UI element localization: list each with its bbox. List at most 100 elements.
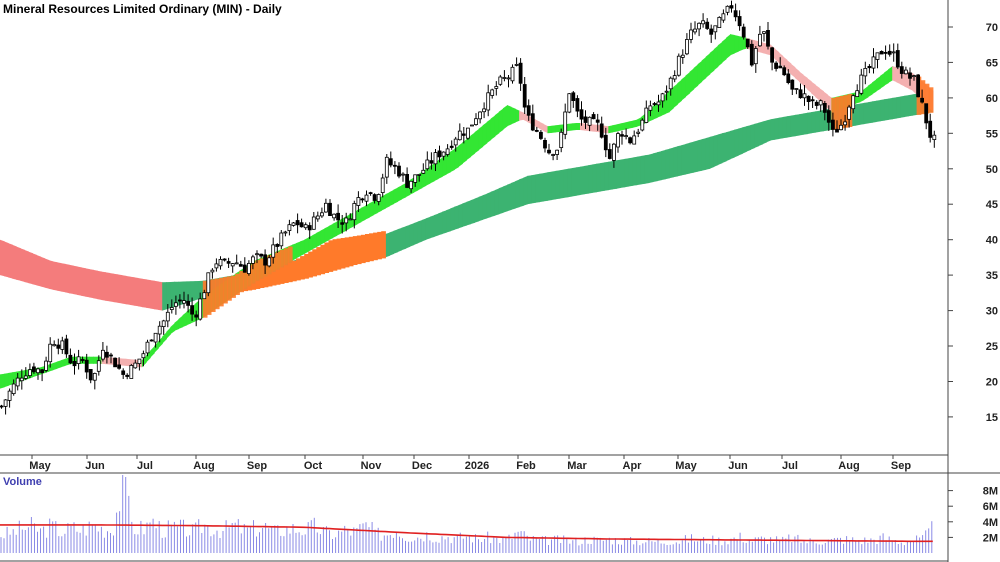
crossover-zone xyxy=(843,95,849,128)
candle-up xyxy=(725,5,730,13)
long-ma-ribbon-segment xyxy=(592,163,597,193)
short-ma-ribbon-segment xyxy=(56,360,62,369)
long-ma-ribbon-segment xyxy=(498,186,504,215)
candle-up xyxy=(490,89,495,96)
short-ma-ribbon-segment xyxy=(490,115,496,140)
candle-down xyxy=(579,109,584,120)
long-ma-ribbon-segment xyxy=(794,114,800,137)
candle-down xyxy=(547,149,551,154)
short-ma-ribbon-segment xyxy=(154,341,159,354)
crossover-zone xyxy=(259,278,265,288)
candle-up xyxy=(843,121,847,126)
candle-up xyxy=(668,77,673,90)
candle-down xyxy=(222,258,227,261)
short-ma-ribbon-segment xyxy=(502,105,508,130)
long-ma-ribbon-segment xyxy=(393,229,399,254)
volume-average-path xyxy=(0,524,933,543)
short-ma-ribbon-segment xyxy=(863,85,869,100)
long-ma-ribbon-segment xyxy=(32,253,38,286)
long-ma-ribbon-segment xyxy=(121,275,127,305)
crossover-zone xyxy=(227,276,232,301)
short-ma-ribbon-segment xyxy=(450,148,455,173)
candle-up xyxy=(250,256,255,264)
candle-down xyxy=(125,374,130,377)
candle-up xyxy=(453,138,458,146)
candle-up xyxy=(234,262,239,265)
candle-down xyxy=(733,10,738,18)
volume-bars xyxy=(0,475,933,553)
candle-down xyxy=(522,84,527,108)
short-ma-ribbon-segment xyxy=(543,124,549,134)
long-ma-ribbon-segment xyxy=(0,239,5,277)
short-ma-ribbon-segment xyxy=(624,121,630,130)
candle-up xyxy=(11,383,16,395)
candle-up xyxy=(474,118,478,125)
crossover-zone xyxy=(231,275,236,298)
short-ma-ribbon-segment xyxy=(393,187,399,204)
short-ma-ribbon-segment xyxy=(462,139,467,164)
long-ma-ribbon-segment xyxy=(888,97,893,120)
long-ma-ribbon-segment xyxy=(689,141,695,174)
candle-down xyxy=(275,243,280,247)
short-ma-ribbon-segment xyxy=(304,237,309,254)
price-tick-label: 20 xyxy=(986,377,998,389)
candle-down xyxy=(534,129,539,132)
crossover-zone xyxy=(251,283,257,290)
long-ma-ribbon-segment xyxy=(803,112,808,135)
short-ma-ribbon-segment xyxy=(125,358,131,367)
short-ma-ribbon-segment xyxy=(324,226,330,243)
short-ma-ribbon-segment xyxy=(632,119,638,128)
short-ma-ribbon-segment xyxy=(356,207,362,225)
crossover-zone xyxy=(360,234,366,264)
crossover-zone xyxy=(839,96,845,129)
short-ma-ribbon-segment xyxy=(425,166,431,186)
long-ma-ribbon-segment xyxy=(640,155,646,185)
long-ma-ribbon-segment xyxy=(653,152,658,182)
candle-up xyxy=(506,77,511,80)
crossover-zone xyxy=(287,263,293,283)
candle-up xyxy=(672,75,677,80)
crossover-zone xyxy=(214,278,220,310)
long-ma-ribbon-segment xyxy=(628,157,634,187)
candle-down xyxy=(786,73,791,84)
short-ma-ribbon-segment xyxy=(580,123,585,131)
short-ma-ribbon-segment xyxy=(571,123,577,131)
short-ma-ribbon-segment xyxy=(389,189,394,207)
candle-down xyxy=(392,164,397,167)
crossover-zone xyxy=(243,268,248,292)
candle-up xyxy=(851,95,856,110)
crossover-zone xyxy=(328,240,334,272)
crossover-zone xyxy=(300,256,305,280)
long-ma-ribbon-segment xyxy=(474,196,480,223)
long-ma-ribbon-segment xyxy=(535,173,540,203)
short-ma-ribbon-segment xyxy=(515,108,520,123)
long-ma-ribbon-segment xyxy=(523,175,528,206)
x-tick-label: Jun xyxy=(728,460,748,472)
short-ma-ribbon-segment xyxy=(876,75,881,92)
candle-down xyxy=(620,134,624,137)
long-ma-ribbon-segment xyxy=(442,210,447,234)
long-ma-ribbon-segment xyxy=(900,95,905,118)
candle-down xyxy=(822,103,827,113)
candle-up xyxy=(376,194,381,202)
long-ma-ribbon-segment xyxy=(555,170,561,200)
short-ma-ribbon-segment xyxy=(778,52,784,67)
crossover-zone xyxy=(340,238,346,269)
candle-up xyxy=(291,222,296,226)
candle-up xyxy=(344,217,349,224)
short-ma-ribbon-segment xyxy=(498,108,504,134)
long-ma-ribbon-segment xyxy=(884,98,889,121)
short-ma-ribbon-segment xyxy=(93,356,98,364)
candle-up xyxy=(48,343,53,363)
short-ma-ribbon-segment xyxy=(620,122,626,131)
short-ma-ribbon-segment xyxy=(628,120,634,129)
candle-up xyxy=(218,258,223,267)
short-ma-ribbon-segment xyxy=(734,35,739,54)
candle-down xyxy=(0,405,4,408)
short-ma-ribbon-segment xyxy=(807,78,812,94)
long-ma-ribbon-segment xyxy=(190,281,196,302)
candle-down xyxy=(68,354,73,364)
candle-up xyxy=(859,74,864,94)
short-ma-ribbon-segment xyxy=(551,125,557,133)
